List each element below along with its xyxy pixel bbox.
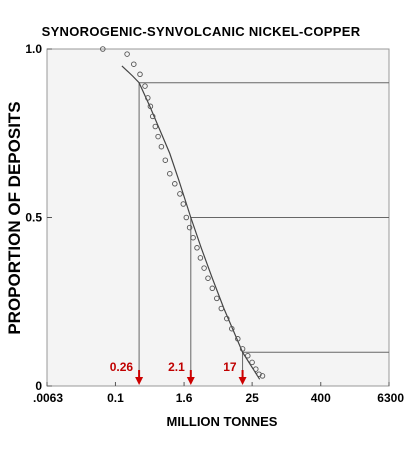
percentile-label-1: 2.1 bbox=[168, 360, 185, 374]
observed-point bbox=[155, 133, 161, 140]
x-tick-label-1: 0.1 bbox=[107, 391, 124, 405]
observed-point bbox=[142, 83, 148, 89]
observed-point bbox=[218, 305, 225, 312]
observed-point bbox=[209, 285, 216, 292]
observed-point bbox=[194, 245, 200, 251]
x-tick-label-2: 1.6 bbox=[176, 391, 193, 405]
observed-point bbox=[167, 170, 173, 177]
observed-point bbox=[201, 265, 207, 271]
y-tick-label-2: 1.0 bbox=[25, 42, 42, 56]
y-tick-label-0: 0 bbox=[35, 379, 42, 393]
observed-point bbox=[180, 201, 187, 207]
observed-point bbox=[131, 61, 137, 67]
x-axis-label: MILLION TONNES bbox=[167, 414, 278, 429]
observed-point bbox=[253, 366, 259, 372]
observed-point bbox=[124, 51, 130, 57]
observed-point bbox=[235, 336, 241, 342]
x-tick-label-5: 6300 bbox=[377, 391, 404, 405]
observed-point bbox=[137, 71, 143, 78]
chart-title: SYNOROGENIC-SYNVOLCANIC NICKEL-COPPER bbox=[42, 24, 361, 39]
observed-point bbox=[100, 46, 106, 52]
observed-point bbox=[145, 95, 151, 101]
observed-point bbox=[239, 346, 246, 352]
percentile-label-2: 17 bbox=[223, 360, 237, 374]
x-tick-label-3: 25 bbox=[245, 391, 259, 405]
x-tick-label-0: .0063 bbox=[33, 391, 63, 405]
percentile-arrow-head-0 bbox=[135, 377, 144, 385]
observed-point bbox=[259, 373, 266, 379]
observed-point bbox=[152, 123, 159, 130]
observed-point bbox=[190, 234, 196, 241]
x-tick-label-4: 400 bbox=[311, 391, 331, 405]
percentile-label-0: 0.26 bbox=[110, 360, 134, 374]
observed-point bbox=[249, 359, 255, 366]
observed-point bbox=[177, 191, 183, 197]
observed-point bbox=[197, 255, 204, 261]
fitted-curve bbox=[121, 65, 261, 380]
observed-point bbox=[162, 157, 169, 163]
observed-point bbox=[224, 315, 230, 322]
observed-point bbox=[214, 295, 220, 302]
observed-point bbox=[149, 113, 156, 120]
y-tick-label-1: 0.5 bbox=[25, 211, 42, 225]
observed-point bbox=[158, 143, 165, 150]
observed-point bbox=[186, 224, 193, 231]
observed-point bbox=[229, 325, 235, 332]
observed-point bbox=[183, 214, 190, 221]
observed-point bbox=[205, 275, 211, 281]
observed-point bbox=[245, 352, 251, 359]
observed-point bbox=[172, 181, 178, 187]
percentile-arrow-head-2 bbox=[238, 377, 247, 385]
percentile-arrow-head-1 bbox=[186, 377, 195, 385]
y-axis-label: PROPORTION OF DEPOSITS bbox=[5, 101, 24, 334]
observed-point bbox=[147, 103, 154, 110]
